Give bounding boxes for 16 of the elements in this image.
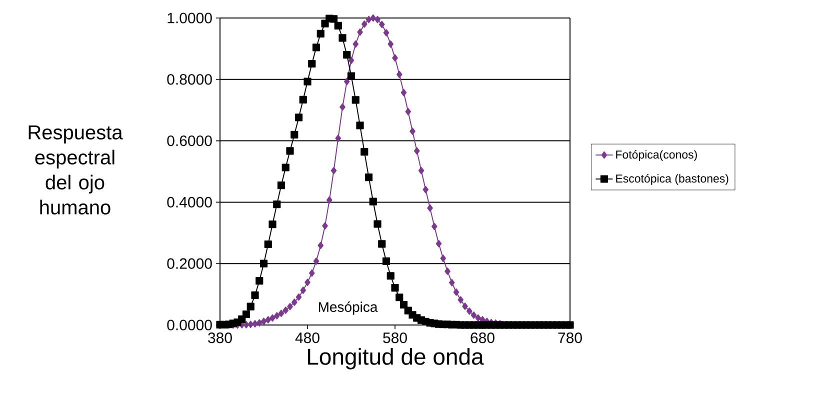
x-tick-label: 480 xyxy=(295,332,320,344)
y-tick-label: 0.2000 xyxy=(167,258,212,269)
legend-label: Fotópica(conos) xyxy=(616,150,697,161)
y-tick-label: 0.4000 xyxy=(167,196,212,208)
x-tick-label: 580 xyxy=(383,332,407,344)
y-tick-label: 0.6000 xyxy=(167,135,212,146)
y-tick-label: 0.8000 xyxy=(167,74,212,85)
x-axis-title: Longitud de onda xyxy=(308,348,484,370)
legend-label: Escotópica (bastones) xyxy=(616,174,728,185)
annotation: Mesópica xyxy=(318,302,378,315)
y-tick-label: 1.0000 xyxy=(168,12,212,24)
x-tick-label: 680 xyxy=(470,332,494,344)
x-tick-label: 780 xyxy=(558,332,582,344)
y-axis-title: Respuesta espectral del ojo humano xyxy=(28,126,123,214)
x-tick-label: 380 xyxy=(208,332,232,344)
y-tick-label: 0.0000 xyxy=(167,320,212,330)
